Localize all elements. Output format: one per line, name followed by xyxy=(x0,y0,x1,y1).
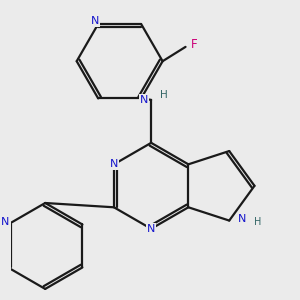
Text: N: N xyxy=(140,95,148,105)
Text: H: H xyxy=(254,217,262,227)
Text: H: H xyxy=(160,90,168,100)
Text: N: N xyxy=(1,217,9,226)
Text: N: N xyxy=(110,159,118,169)
Text: F: F xyxy=(191,38,197,50)
Text: N: N xyxy=(147,224,155,234)
Text: N: N xyxy=(238,214,246,224)
Text: N: N xyxy=(91,16,100,26)
